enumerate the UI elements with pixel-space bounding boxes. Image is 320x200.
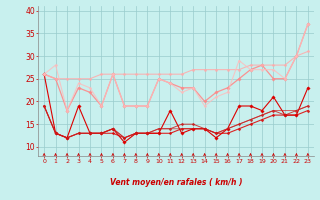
X-axis label: Vent moyen/en rafales ( km/h ): Vent moyen/en rafales ( km/h ) <box>110 178 242 187</box>
